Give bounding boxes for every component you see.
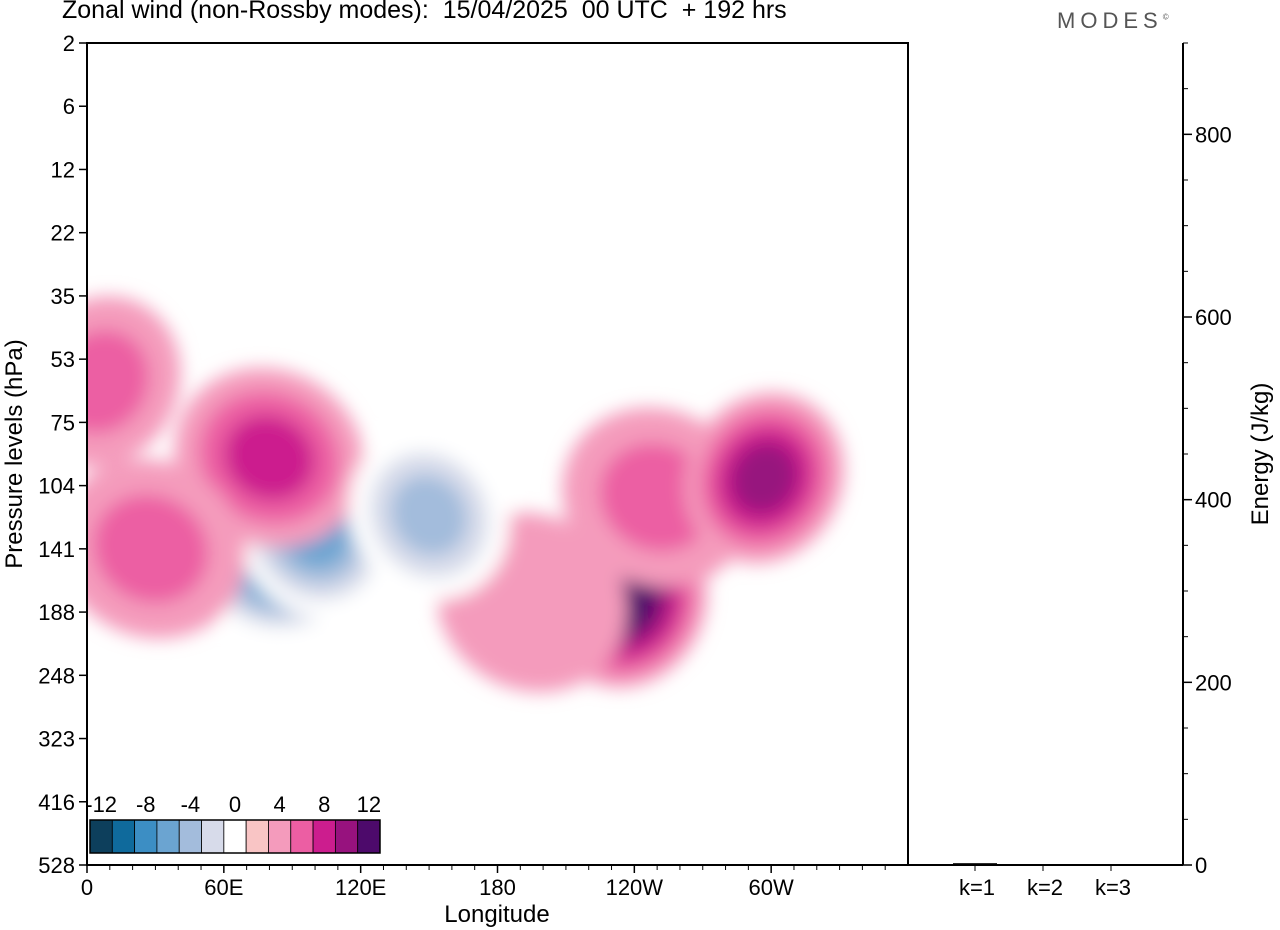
colorbar-legend: -12 -8 -4 0 4 8 12 [85, 792, 381, 854]
colorbar-label: 0 [229, 792, 241, 817]
colorbar-label: 4 [273, 792, 285, 817]
colorbar-swatch [201, 819, 225, 854]
energy-bar-chart: 0 200 400 600 800 k=1 k=2 k=3 [953, 42, 1232, 900]
wind-feature [87, 296, 181, 468]
wind-contour [731, 443, 797, 513]
heatmap-area [87, 296, 845, 693]
x-tick-label: 180 [479, 875, 516, 900]
energy-tick-label: 800 [1195, 122, 1232, 147]
y-tick-label: 141 [38, 537, 75, 562]
energy-category-label: k=3 [1095, 875, 1131, 900]
logo-text: MODES [1057, 8, 1163, 33]
wind-contour [87, 330, 149, 434]
y-tick-label: 528 [38, 853, 75, 878]
colorbar-label: 8 [318, 792, 330, 817]
colorbar-label: -4 [181, 792, 201, 817]
energy-tick-label: 200 [1195, 670, 1232, 695]
energy-tick-label: 0 [1195, 853, 1207, 878]
colorbar-swatch [134, 819, 158, 854]
y-tick-label: 248 [38, 663, 75, 688]
wind-contour [93, 494, 209, 604]
wind-feature [684, 392, 845, 564]
energy-axis-label: Energy (J/kg) [1247, 383, 1274, 526]
y-tick-label: 2 [63, 31, 75, 56]
colorbar-swatch [334, 819, 359, 854]
colorbar-swatch [290, 819, 314, 854]
wind-feature [87, 459, 246, 639]
heatmap-field [87, 296, 845, 693]
energy-bar [953, 863, 997, 865]
energy-category-label: k=2 [1027, 875, 1063, 900]
colorbar-swatch [357, 819, 381, 854]
wind-contour [599, 443, 715, 552]
energy-category-label: k=1 [959, 875, 995, 900]
y-tick-label: 75 [51, 410, 75, 435]
y-tick-label: 35 [51, 284, 75, 309]
modes-logo: MODES© [1057, 8, 1169, 34]
wind-contour [224, 415, 315, 501]
x-tick-label: 0 [81, 875, 93, 900]
energy-tick-label: 400 [1195, 488, 1232, 513]
y-tick-label: 323 [38, 727, 75, 752]
copyright-mark: © [1162, 12, 1169, 22]
y-tick-label: 12 [51, 157, 75, 182]
x-axis-label: Longitude [444, 901, 549, 928]
colorbar-swatch [111, 819, 136, 854]
y-axis-label: Pressure levels (hPa) [1, 339, 28, 568]
colorbar-swatch [312, 819, 336, 854]
energy-bar [1089, 864, 1133, 866]
colorbar-frame [89, 819, 381, 854]
chart-title: Zonal wind (non-Rossby modes): 15/04/202… [62, 0, 787, 24]
y-tick-label: 416 [38, 790, 75, 815]
colorbar-label: -8 [136, 792, 156, 817]
y-tick-label: 22 [51, 221, 75, 246]
colorbar-swatch [156, 819, 180, 854]
y-tick-label: 188 [38, 600, 75, 625]
x-tick-label: 120W [606, 875, 664, 900]
colorbar-swatch [268, 819, 292, 854]
colorbar-swatch [178, 819, 202, 854]
y-tick-label: 53 [51, 347, 75, 372]
y-tick-label: 104 [38, 474, 75, 499]
energy-tick-label: 600 [1195, 305, 1232, 330]
wind-contour [391, 475, 468, 556]
colorbar-swatch [223, 819, 247, 854]
wind-feature [348, 430, 510, 601]
colorbar-swatch [89, 819, 113, 854]
colorbar-label: -12 [85, 792, 117, 817]
x-tick-label: 120E [335, 875, 386, 900]
y-tick-label: 6 [63, 94, 75, 119]
colorbar-label: 12 [357, 792, 381, 817]
x-tick-label: 60W [749, 875, 794, 900]
colorbar-swatch [245, 819, 269, 854]
energy-bar [1021, 864, 1065, 866]
x-tick-label: 60E [204, 875, 243, 900]
